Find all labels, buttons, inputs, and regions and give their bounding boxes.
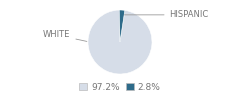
Wedge shape bbox=[119, 10, 125, 42]
Text: WHITE: WHITE bbox=[43, 30, 87, 41]
Wedge shape bbox=[88, 10, 152, 74]
Legend: 97.2%, 2.8%: 97.2%, 2.8% bbox=[76, 79, 164, 95]
Text: HISPANIC: HISPANIC bbox=[125, 10, 209, 19]
